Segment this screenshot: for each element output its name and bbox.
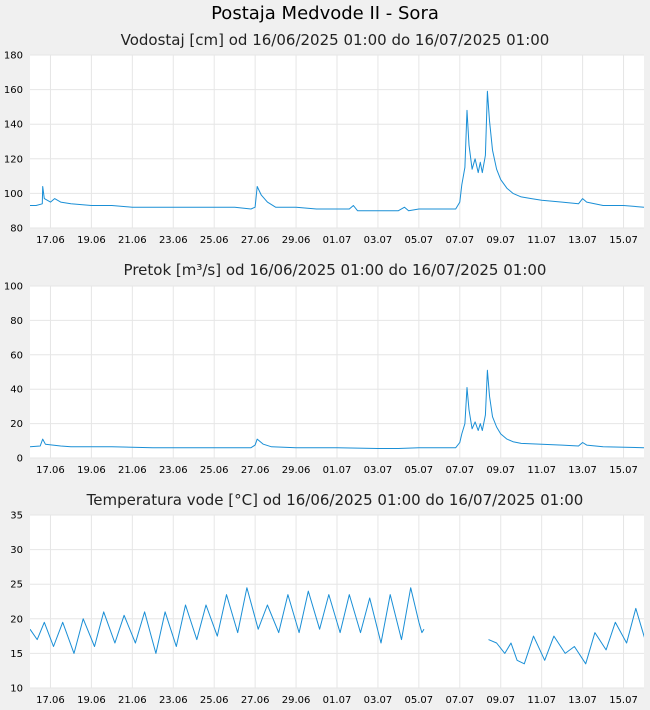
chart-title: Pretok [m³/s] od 16/06/2025 01:00 do 16/… [124, 261, 547, 279]
x-tick-label: 17.06 [36, 695, 65, 706]
x-tick-label: 07.07 [445, 235, 474, 246]
x-tick-label: 03.07 [364, 465, 393, 476]
x-tick-label: 27.06 [241, 695, 270, 706]
x-tick-label: 19.06 [77, 235, 106, 246]
y-tick-label: 120 [4, 154, 23, 165]
series-line-1 [30, 369, 644, 449]
x-tick-label: 09.07 [486, 695, 515, 706]
x-tick-label: 11.07 [527, 695, 556, 706]
x-tick-label: 15.07 [609, 695, 638, 706]
y-tick-label: 40 [10, 385, 23, 396]
series-line-1 [30, 90, 644, 212]
x-tick-label: 27.06 [241, 465, 270, 476]
x-tick-label: 09.07 [486, 465, 515, 476]
x-tick-label: 05.07 [405, 465, 434, 476]
y-tick-label: 0 [17, 454, 23, 465]
y-tick-label: 100 [4, 189, 23, 200]
x-tick-label: 23.06 [159, 235, 188, 246]
chart-title: Vodostaj [cm] od 16/06/2025 01:00 do 16/… [121, 31, 550, 49]
y-tick-label: 30 [10, 545, 23, 556]
series-line-1 [30, 587, 425, 654]
x-tick-label: 23.06 [159, 465, 188, 476]
x-tick-label: 21.06 [118, 235, 147, 246]
y-tick-label: 180 [4, 51, 23, 62]
x-tick-label: 21.06 [118, 465, 147, 476]
x-tick-label: 13.07 [568, 695, 597, 706]
x-tick-label: 05.07 [405, 235, 434, 246]
x-tick-label: 01.07 [323, 695, 352, 706]
y-tick-label: 100 [4, 282, 23, 293]
x-tick-label: 27.06 [241, 235, 270, 246]
x-tick-label: 19.06 [77, 695, 106, 706]
x-tick-label: 21.06 [118, 695, 147, 706]
x-tick-label: 29.06 [282, 235, 311, 246]
y-tick-label: 160 [4, 85, 23, 96]
x-tick-label: 13.07 [568, 465, 597, 476]
x-tick-label: 07.07 [445, 695, 474, 706]
y-tick-label: 20 [10, 614, 23, 625]
chart-title: Temperatura vode [°C] od 16/06/2025 01:0… [86, 491, 584, 509]
chart-2: Pretok [m³/s] od 16/06/2025 01:00 do 16/… [4, 261, 644, 476]
y-tick-label: 20 [10, 419, 23, 430]
x-tick-label: 15.07 [609, 465, 638, 476]
y-tick-label: 80 [10, 224, 23, 235]
series-line-2 [488, 607, 644, 665]
y-tick-label: 140 [4, 120, 23, 131]
x-tick-label: 03.07 [364, 695, 393, 706]
page-title: Postaja Medvode II - Sora [211, 3, 439, 24]
x-tick-label: 17.06 [36, 235, 65, 246]
y-tick-label: 80 [10, 316, 23, 327]
x-tick-label: 25.06 [200, 465, 229, 476]
y-tick-label: 35 [10, 511, 23, 522]
x-tick-label: 13.07 [568, 235, 597, 246]
x-tick-label: 15.07 [609, 235, 638, 246]
x-tick-label: 25.06 [200, 695, 229, 706]
x-tick-label: 03.07 [364, 235, 393, 246]
x-tick-label: 29.06 [282, 695, 311, 706]
x-tick-label: 09.07 [486, 235, 515, 246]
x-tick-label: 07.07 [445, 465, 474, 476]
x-tick-label: 23.06 [159, 695, 188, 706]
y-tick-label: 25 [10, 580, 23, 591]
x-tick-label: 19.06 [77, 465, 106, 476]
chart-1: Vodostaj [cm] od 16/06/2025 01:00 do 16/… [4, 31, 644, 246]
y-tick-label: 60 [10, 350, 23, 361]
x-tick-label: 01.07 [323, 235, 352, 246]
x-tick-label: 01.07 [323, 465, 352, 476]
chart-3: Temperatura vode [°C] od 16/06/2025 01:0… [10, 491, 644, 706]
x-tick-label: 17.06 [36, 465, 65, 476]
x-tick-label: 11.07 [527, 235, 556, 246]
x-tick-label: 29.06 [282, 465, 311, 476]
x-tick-label: 05.07 [405, 695, 434, 706]
x-tick-label: 25.06 [200, 235, 229, 246]
y-tick-label: 10 [10, 684, 23, 695]
x-tick-label: 11.07 [527, 465, 556, 476]
y-tick-label: 15 [10, 649, 23, 660]
